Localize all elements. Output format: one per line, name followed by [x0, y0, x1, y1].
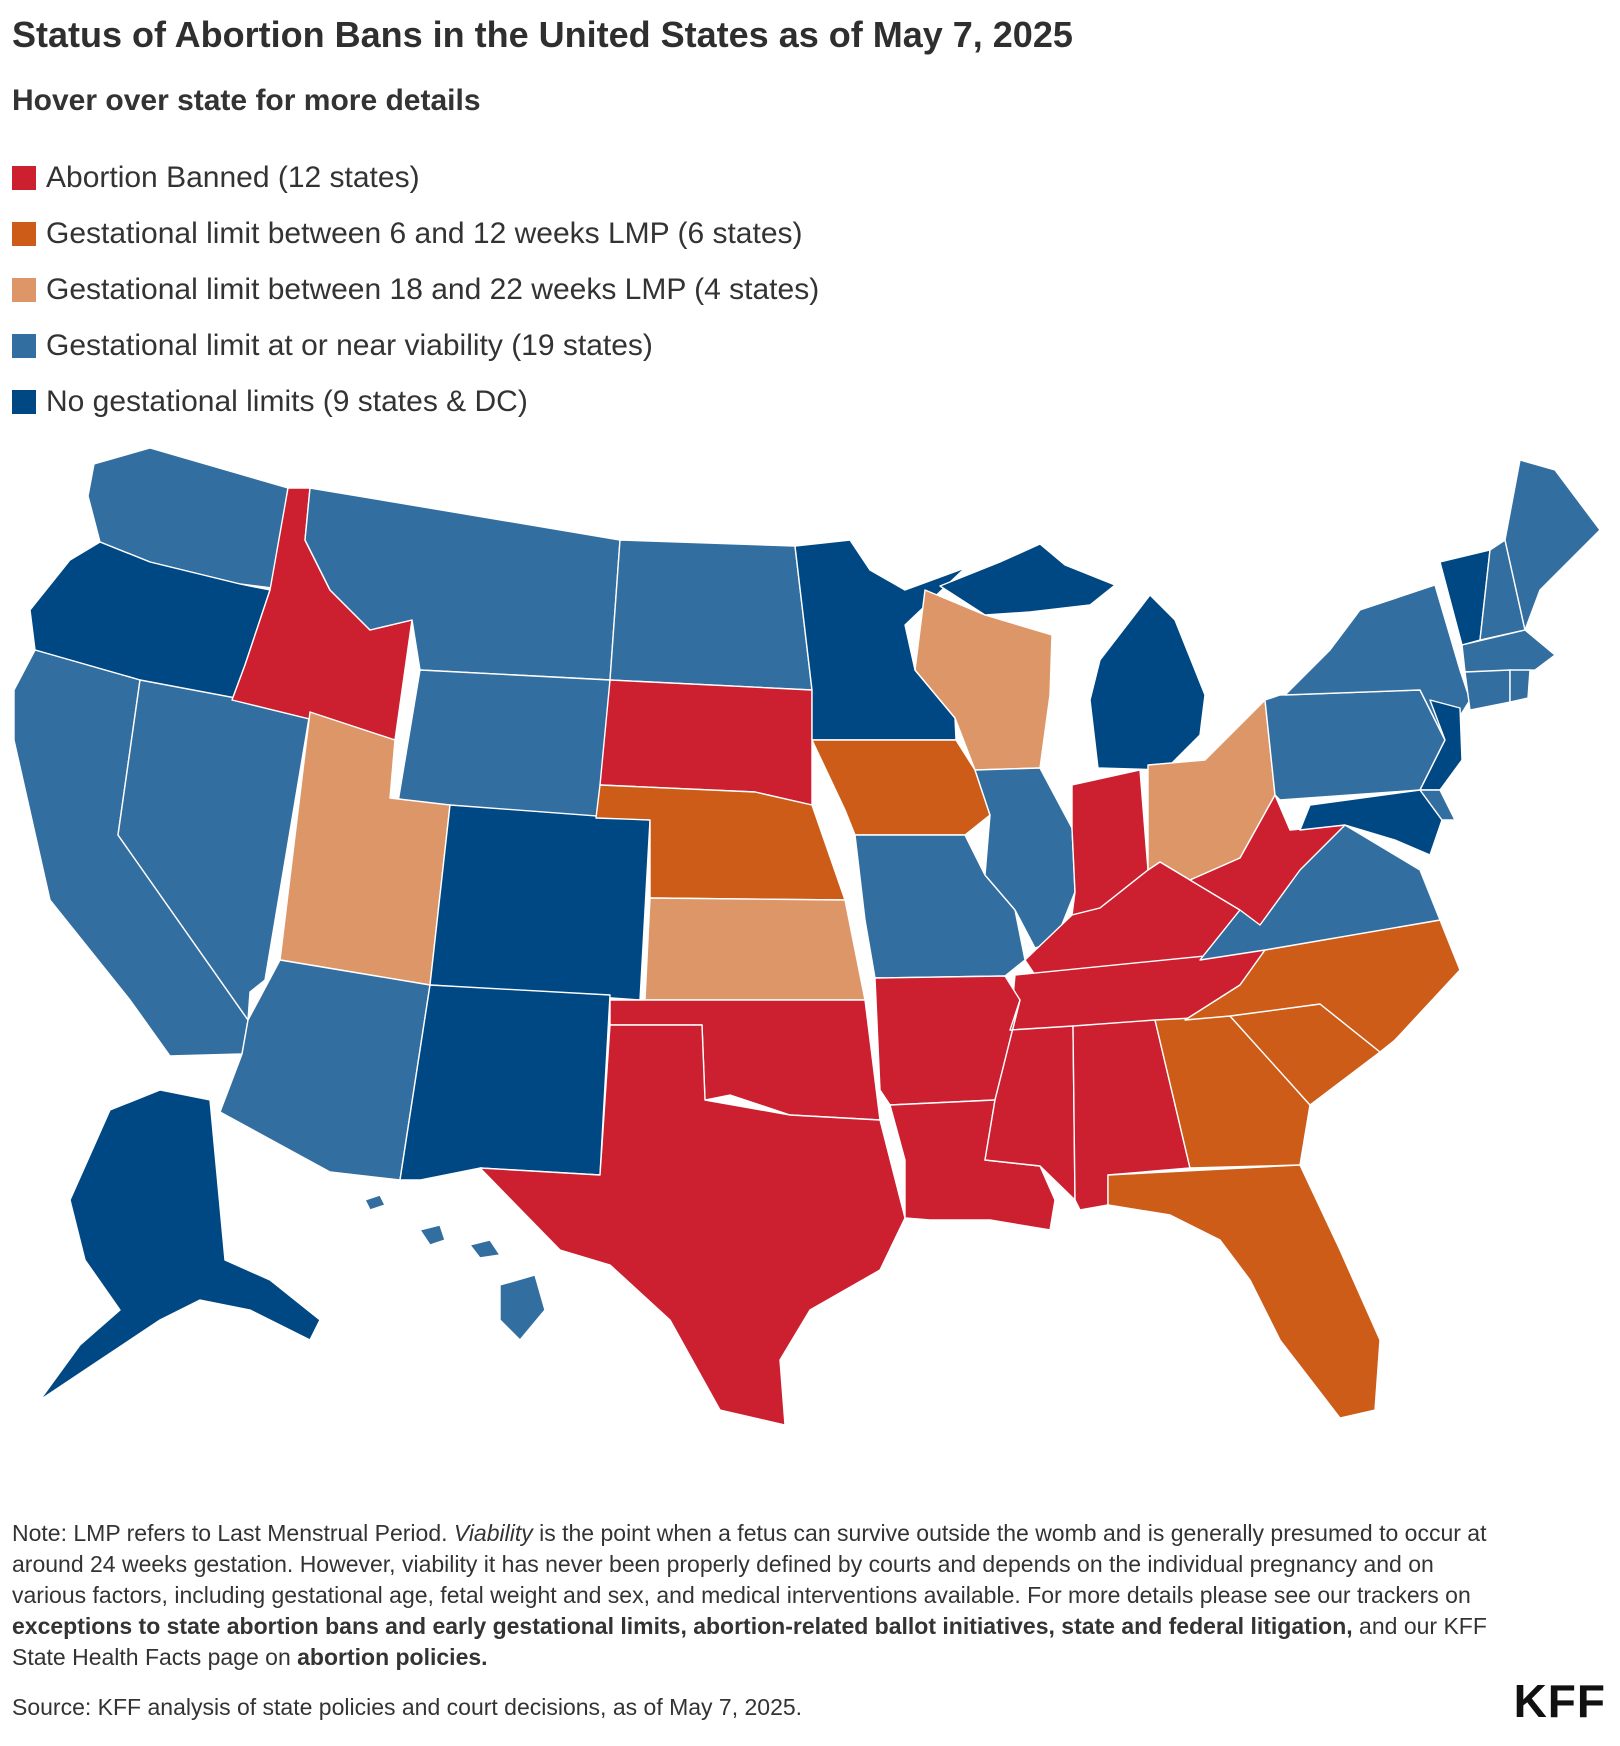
state-arizona[interactable]	[219, 959, 431, 1181]
kff-logo: KFF	[1513, 1675, 1606, 1727]
state-delaware[interactable]	[1419, 789, 1456, 821]
state-minnesota[interactable]	[794, 539, 966, 741]
legend-label-banned: Abortion Banned (12 states)	[46, 161, 420, 194]
state-north-dakota[interactable]	[609, 539, 813, 691]
chart-note: Note: LMP refers to Last Menstrual Perio…	[12, 1518, 1512, 1673]
state-colorado[interactable]	[429, 804, 651, 1001]
state-west-virginia[interactable]	[1189, 794, 1346, 926]
state-north-carolina[interactable]	[1184, 919, 1461, 1053]
legend-label-6-12-weeks: Gestational limit between 6 and 12 weeks…	[46, 217, 803, 250]
us-state-map	[13, 447, 1601, 1426]
state-alaska[interactable]	[39, 1089, 321, 1401]
note-viability-term: Viability	[453, 1520, 533, 1546]
legend-item-no-limits: No gestational limits (9 states & DC)	[12, 374, 819, 430]
state-michigan-upper[interactable]	[939, 543, 1116, 616]
state-rhode-island[interactable]	[1509, 669, 1531, 703]
legend-item-18-22-weeks: Gestational limit between 18 and 22 week…	[12, 262, 819, 318]
state-kansas[interactable]	[644, 897, 866, 1001]
state-hawaii[interactable]	[364, 1194, 546, 1341]
chart-source: Source: KFF analysis of state policies a…	[12, 1694, 803, 1720]
state-iowa[interactable]	[811, 739, 991, 836]
legend-swatch-18-22-weeks	[12, 278, 36, 302]
state-connecticut[interactable]	[1464, 669, 1511, 711]
note-text-2: is the point when a fetus can survive ou…	[12, 1520, 1487, 1608]
state-florida[interactable]	[1107, 1164, 1381, 1419]
note-text-3: and our KFF State Health Facts page on	[12, 1613, 1487, 1670]
legend-item-banned: Abortion Banned (12 states)	[12, 150, 819, 206]
legend-swatch-viability	[12, 334, 36, 358]
legend-swatch-banned	[12, 166, 36, 190]
state-massachusetts[interactable]	[1461, 629, 1556, 673]
legend-swatch-6-12-weeks	[12, 222, 36, 246]
chart-title: Status of Abortion Bans in the United St…	[12, 14, 1073, 55]
legend-item-6-12-weeks: Gestational limit between 6 and 12 weeks…	[12, 206, 819, 262]
legend-label-no-limits: No gestational limits (9 states & DC)	[46, 385, 528, 418]
legend-label-viability: Gestational limit at or near viability (…	[46, 329, 653, 362]
state-michigan[interactable]	[1089, 594, 1206, 771]
state-maine[interactable]	[1504, 459, 1601, 631]
note-text-1: Note: LMP refers to Last Menstrual Perio…	[12, 1520, 454, 1546]
state-texas[interactable]	[479, 1024, 906, 1426]
note-link-abortion-policies[interactable]: abortion policies.	[297, 1644, 488, 1670]
legend: Abortion Banned (12 states) Gestational …	[12, 150, 819, 430]
legend-label-18-22-weeks: Gestational limit between 18 and 22 week…	[46, 273, 820, 306]
state-new-york[interactable]	[1284, 584, 1471, 741]
state-pennsylvania[interactable]	[1264, 689, 1446, 801]
legend-item-viability: Gestational limit at or near viability (…	[12, 318, 819, 374]
note-link-trackers[interactable]: exceptions to state abortion bans and ea…	[12, 1613, 1353, 1639]
state-new-mexico[interactable]	[399, 984, 611, 1181]
chart-subtitle: Hover over state for more details	[12, 84, 481, 117]
legend-swatch-no-limits	[12, 390, 36, 414]
